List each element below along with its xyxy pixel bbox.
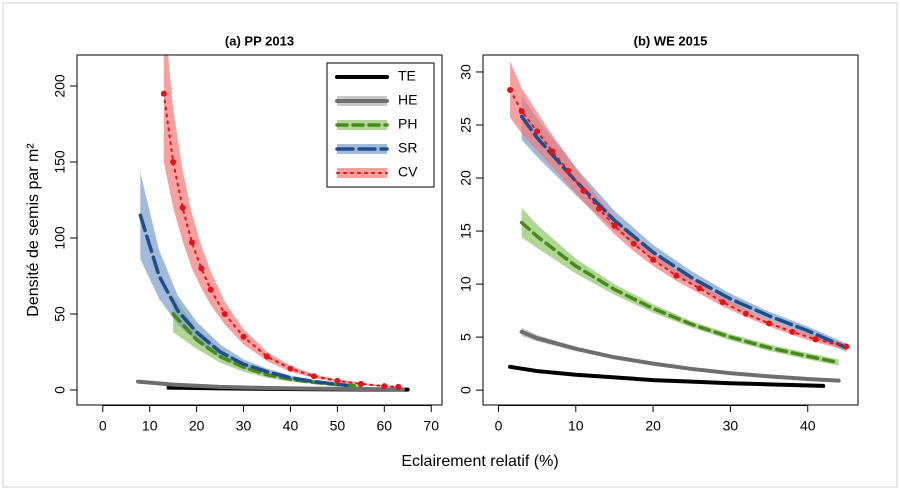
point — [565, 167, 572, 174]
point — [507, 87, 514, 93]
x-tick-label: 10 — [142, 418, 158, 434]
point — [534, 128, 541, 135]
point — [334, 377, 341, 384]
point — [179, 204, 186, 211]
point — [264, 353, 271, 360]
y-tick-label: 15 — [458, 223, 474, 239]
y-tick-label: 50 — [52, 306, 68, 322]
series-line — [508, 364, 826, 388]
point — [696, 285, 703, 292]
point — [673, 272, 680, 279]
x-tick-label: 30 — [236, 418, 252, 434]
point — [188, 239, 195, 246]
y-tick-label: 200 — [52, 74, 68, 98]
point — [198, 265, 205, 272]
plot-box — [482, 54, 859, 406]
point — [240, 333, 247, 340]
point — [381, 383, 388, 390]
x-tick-label: 40 — [800, 418, 816, 434]
point — [742, 310, 749, 317]
y-tick-label: 0 — [458, 386, 474, 394]
point — [357, 380, 364, 387]
legend-label: HE — [398, 92, 417, 108]
y-tick-label: 10 — [458, 276, 474, 292]
x-tick-label: 40 — [283, 418, 299, 434]
point — [160, 90, 167, 97]
legend-label: TE — [398, 68, 416, 84]
y-tick-label: 25 — [458, 117, 474, 133]
y-tick-label: 20 — [458, 170, 474, 186]
plot-box — [76, 54, 443, 406]
point — [812, 336, 819, 343]
plot-area — [135, 55, 410, 392]
series-line — [519, 114, 849, 350]
point — [170, 158, 177, 165]
series-line — [509, 89, 848, 348]
y-tick-label: 5 — [458, 333, 474, 341]
y-tick-label: 100 — [52, 226, 68, 250]
legend-label: PH — [398, 116, 417, 132]
point — [549, 148, 556, 155]
point — [789, 328, 796, 335]
point — [611, 222, 618, 229]
panel-title: (b) WE 2015 — [634, 33, 708, 48]
series-line — [519, 329, 841, 383]
legend-label: CV — [398, 164, 418, 180]
y-tick-label: 0 — [52, 386, 68, 394]
x-tick-label: 0 — [99, 418, 107, 434]
series-line — [519, 220, 841, 365]
x-tick-label: 0 — [495, 418, 503, 434]
plot-area — [507, 61, 850, 388]
point — [650, 256, 657, 263]
confidence-band — [163, 55, 399, 388]
point — [221, 310, 228, 317]
x-tick-label: 60 — [377, 418, 393, 434]
x-tick-label: 20 — [645, 418, 661, 434]
point — [719, 299, 726, 306]
x-tick-label: 10 — [568, 418, 584, 434]
point — [580, 187, 587, 194]
point — [766, 320, 773, 327]
point — [287, 365, 294, 372]
series-line — [135, 379, 406, 392]
point — [595, 205, 602, 212]
y-tick-label: 30 — [458, 64, 474, 80]
point — [395, 383, 402, 390]
point — [207, 286, 214, 293]
x-tick-label: 50 — [330, 418, 346, 434]
x-axis-label: Eclairement relatif (%) — [401, 453, 558, 470]
y-axis-label: Densité de semis par m² — [25, 143, 42, 317]
x-tick-label: 20 — [189, 418, 205, 434]
x-tick-label: 30 — [723, 418, 739, 434]
point — [310, 373, 317, 380]
point — [843, 343, 850, 350]
panel-title: (a) PP 2013 — [225, 33, 294, 48]
point — [518, 108, 525, 115]
point — [630, 240, 637, 247]
x-tick-label: 70 — [423, 418, 439, 434]
series-line — [138, 213, 349, 388]
y-tick-label: 150 — [52, 150, 68, 174]
legend-label: SR — [398, 140, 417, 156]
